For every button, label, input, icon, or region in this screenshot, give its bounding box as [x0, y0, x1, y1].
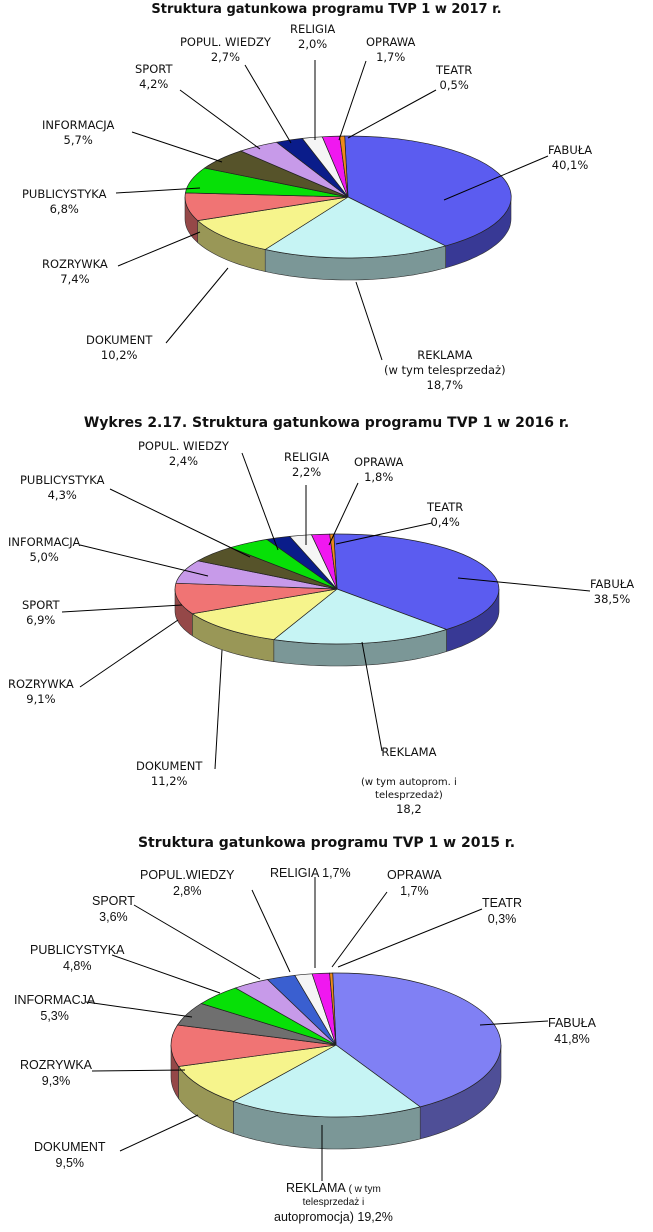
pie-chart-2017	[115, 60, 549, 361]
label-oprawa: OPRAWA 1,7%	[387, 868, 442, 899]
label-dokument: DOKUMENT 10,2%	[86, 333, 153, 362]
slice-teatr	[339, 135, 349, 198]
label-dokument: DOKUMENT 9,5%	[34, 1140, 106, 1171]
leader-line-publicystyka	[109, 488, 251, 558]
slice-fabula	[344, 135, 512, 247]
chart-title: Wykres 2.17. Struktura gatunkowa program…	[83, 415, 570, 431]
label-oprawa: OPRAWA 1,7%	[366, 35, 416, 64]
leader-line-sport	[133, 904, 261, 980]
label-popul-wiedzy: POPUL.WIEDZY 2,8%	[140, 868, 235, 899]
label-religia: RELIGIA 2,0%	[290, 22, 336, 51]
pie-chart-2015	[85, 877, 549, 1181]
label-publicystyka: PUBLICYSTYKA 4,8%	[30, 943, 125, 974]
leader-line-publicystyka	[111, 954, 221, 994]
label-rozrywka: ROZRYWKA 7,4%	[42, 257, 108, 286]
leader-line-fabula	[479, 1020, 549, 1026]
label-publicystyka: PUBLICYSTYKA 4,3%	[20, 473, 105, 502]
label-informacja: INFORMACJA 5,0%	[8, 535, 81, 564]
label-religia: RELIGIA 1,7%	[270, 866, 351, 880]
leader-line-oprawa	[328, 482, 359, 546]
leader-line-informacja	[85, 1001, 193, 1018]
leader-line-dokument	[165, 267, 229, 344]
leader-line-oprawa	[338, 60, 367, 141]
label-teatr: TEATR 0,5%	[436, 63, 473, 92]
pie-top	[174, 533, 500, 645]
leader-line-popul-wiedzy	[251, 889, 291, 973]
leader-line-teatr	[337, 908, 483, 968]
slice-reklama	[232, 1044, 422, 1118]
leader-line-reklama	[355, 281, 383, 361]
leader-line-teatr	[335, 522, 433, 545]
leader-line-dokument	[119, 1114, 199, 1152]
chart-title: Struktura gatunkowa programu TVP 1 w 201…	[151, 2, 502, 17]
label-reklama: REKLAMA (w tym autoprom. i telesprzedaż) 18…	[361, 745, 457, 816]
label-popul-wiedzy: POPUL. WIEDZY 2,4%	[138, 439, 229, 468]
label-religia: RELIGIA 2,2%	[284, 450, 330, 479]
leader-line-informacja	[131, 131, 223, 163]
leader-lines	[61, 452, 591, 770]
pie-chart-2016	[61, 452, 591, 770]
slice-dokument	[177, 1044, 337, 1102]
label-teatr: TEATR 0,3%	[482, 896, 523, 927]
leader-line-popul-wiedzy	[241, 452, 279, 551]
leader-line-rozrywka	[91, 1069, 186, 1072]
slice-reklama	[264, 196, 447, 259]
leader-lines	[115, 60, 549, 361]
leader-line-sport	[61, 604, 183, 613]
label-fabula: FABUŁA 41,8%	[548, 1016, 596, 1047]
label-reklama: REKLAMA ( w tym telesprzedaż i autopromocj…	[274, 1181, 393, 1225]
slice-rozrywka	[174, 582, 338, 615]
leader-line-dokument	[214, 649, 223, 770]
label-sport: SPORT 6,9%	[22, 598, 60, 627]
leader-line-publicystyka	[115, 187, 201, 194]
label-sport: SPORT 4,2%	[135, 62, 173, 91]
pie-top	[184, 135, 512, 259]
slice-reklama	[272, 588, 448, 645]
label-rozrywka: ROZRYWKA 9,1%	[8, 677, 74, 706]
leader-line-sport	[179, 89, 261, 150]
label-rozrywka: ROZRYWKA 9,3%	[20, 1058, 92, 1089]
leader-line-popul-wiedzy	[244, 64, 292, 144]
label-publicystyka: PUBLICYSTYKA 6,8%	[22, 187, 107, 216]
leader-line-fabula	[443, 155, 549, 201]
label-oprawa: OPRAWA 1,8%	[354, 455, 404, 484]
slice-teatr	[329, 972, 337, 1046]
leader-line-teatr	[347, 89, 437, 139]
chart-2017: Struktura gatunkowa programu TVP 1 w 201…	[0, 0, 653, 405]
label-sport: SPORT 3,6%	[92, 894, 135, 925]
slice-fabula	[333, 533, 500, 630]
label-informacja: INFORMACJA 5,3%	[14, 993, 96, 1024]
label-reklama: REKLAMA (w tym telesprzedaż) 18,7%	[384, 348, 506, 392]
leader-line-rozrywka	[79, 619, 179, 688]
slice-dokument	[191, 588, 339, 640]
leader-line-rozrywka	[117, 231, 201, 267]
label-popul-wiedzy: POPUL. WIEDZY 2,7%	[180, 35, 271, 64]
chart-2016: Wykres 2.17. Struktura gatunkowa program…	[0, 405, 653, 825]
label-fabula: FABUŁA 38,5%	[590, 577, 635, 606]
label-informacja: INFORMACJA 5,7%	[42, 118, 115, 147]
leader-line-informacja	[79, 544, 209, 577]
leader-lines	[85, 877, 549, 1181]
pie-top	[170, 972, 502, 1118]
leader-line-reklama	[361, 641, 383, 752]
label-fabula: FABUŁA 40,1%	[548, 143, 593, 172]
chart-title: Struktura gatunkowa programu TVP 1 w 201…	[137, 835, 516, 851]
leader-line-oprawa	[331, 891, 388, 968]
slice-dokument	[196, 196, 349, 250]
slice-rozrywka	[170, 1024, 337, 1067]
pie-sides	[170, 1044, 502, 1150]
leader-line-fabula	[457, 577, 591, 592]
chart-2015: Struktura gatunkowa programu TVP 1 w 201…	[0, 825, 653, 1232]
label-teatr: TEATR 0,4%	[427, 500, 464, 529]
pie-sides	[174, 588, 500, 667]
label-dokument: DOKUMENT 11,2%	[136, 759, 203, 788]
